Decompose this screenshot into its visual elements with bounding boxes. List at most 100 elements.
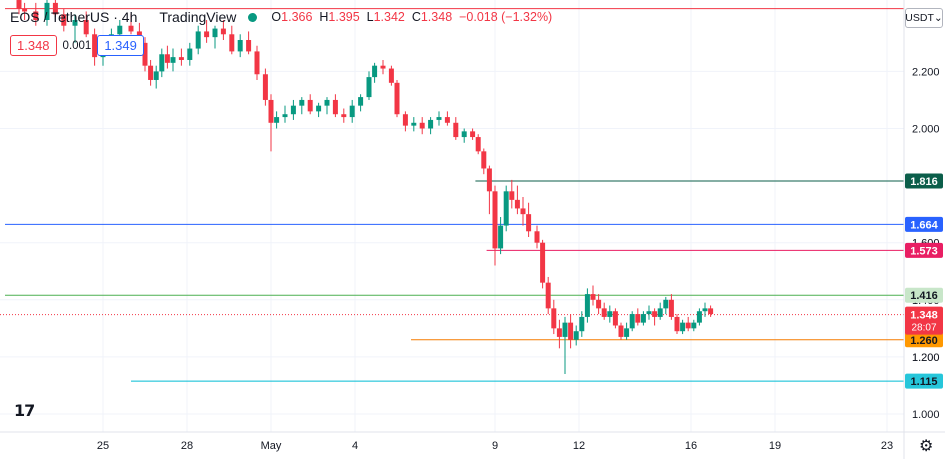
level-label: 1.115 <box>911 376 938 388</box>
candle-body <box>92 34 98 58</box>
candle-body <box>708 308 714 315</box>
candle-body <box>254 51 260 75</box>
tradingview-brand: TradingView <box>159 9 237 25</box>
candle-body <box>534 231 540 243</box>
candle-body <box>514 199 520 209</box>
time-tick-label: 9 <box>492 440 498 452</box>
candle-body <box>520 208 526 215</box>
candle-body <box>696 311 702 323</box>
candle-body <box>498 225 504 249</box>
candle-body <box>509 191 515 200</box>
candle-body <box>652 311 658 317</box>
candle-body <box>159 54 165 72</box>
gear-icon[interactable]: ⚙ <box>919 438 934 455</box>
candle-body <box>481 151 487 169</box>
candle-body <box>52 2 58 15</box>
high-value: 1.395 <box>328 10 360 24</box>
candle-body <box>685 322 691 329</box>
candle-body <box>372 65 378 78</box>
price-tick-label: 2.200 <box>912 66 940 78</box>
candle-body <box>526 214 532 232</box>
candle-body <box>274 117 280 123</box>
candle-body <box>624 328 630 337</box>
price-tick-label: 1.200 <box>912 352 940 364</box>
low-value: 1.342 <box>373 10 405 24</box>
candle-body <box>419 122 425 129</box>
candle-body <box>612 311 618 326</box>
candle-body <box>170 57 176 63</box>
ohlc-values: O1.366 H1.395 L1.342 C1.348 −0.018 (−1.3… <box>271 10 553 24</box>
candle-body <box>83 20 89 35</box>
buy-sell-panel: 1.348 0.001 1.349 <box>10 35 144 56</box>
candle-body <box>212 28 218 38</box>
candle-body <box>503 191 509 226</box>
last-price-label-bg <box>905 306 943 335</box>
candle-body <box>601 308 607 317</box>
candle-body <box>388 68 394 83</box>
level-label: 1.664 <box>910 219 938 231</box>
candle-body <box>486 168 492 192</box>
candle-body <box>142 42 148 66</box>
candle-body <box>461 131 467 138</box>
level-label-bg <box>905 287 943 303</box>
candle-body <box>128 25 134 32</box>
candle-body <box>475 137 481 152</box>
tradingview-logo-icon[interactable]: 17 <box>14 401 35 420</box>
chevron-down-icon: ⌄ <box>933 12 943 24</box>
candle-body <box>607 311 613 317</box>
candle-body <box>164 54 170 63</box>
candle-body <box>22 8 28 12</box>
countdown-label: 28:07 <box>911 323 936 334</box>
currency-dropdown[interactable]: USDT ⌄ <box>905 8 943 28</box>
candle-body <box>153 71 159 80</box>
candle-body <box>366 77 372 98</box>
candle-body <box>282 114 288 118</box>
level-label-bg <box>905 173 943 189</box>
candle-body <box>290 105 296 115</box>
candle-body <box>307 99 313 112</box>
symbol-title[interactable]: EOS / TetherUS · 4h <box>10 9 138 25</box>
level-label: 1.416 <box>910 290 938 302</box>
time-tick-label: 19 <box>769 440 781 452</box>
sell-button[interactable]: 1.348 <box>10 35 57 56</box>
candle-body <box>551 308 557 329</box>
candle-body <box>470 131 476 138</box>
candle-body <box>299 99 305 106</box>
time-axis[interactable]: 25 28 May 4 9 12 16 19 23 <box>97 440 893 452</box>
candle-body <box>428 119 434 129</box>
price-tick-label: 1.200 <box>912 352 940 364</box>
candle-body <box>268 99 274 123</box>
time-tick-label: May <box>261 440 282 452</box>
candle-body <box>246 39 252 52</box>
level-label: 1.573 <box>910 245 938 257</box>
candle-body <box>411 122 417 126</box>
candle-body <box>691 322 697 329</box>
candle-body <box>341 114 347 118</box>
price-tick-label: 1.000 <box>912 409 940 421</box>
level-label-bg <box>905 216 943 232</box>
candle-body <box>229 34 235 52</box>
level-label: 1.260 <box>910 335 938 347</box>
buy-button[interactable]: 1.349 <box>97 35 144 56</box>
candle-body <box>663 299 669 309</box>
candle-body <box>590 294 596 300</box>
candle-body <box>187 48 193 60</box>
close-value: 1.348 <box>420 10 453 24</box>
candle-body <box>618 325 624 337</box>
time-tick-label: 28 <box>181 440 193 452</box>
candle-body <box>195 31 201 49</box>
candle-body <box>72 20 78 26</box>
candle-body <box>680 322 686 332</box>
candle-body <box>579 316 585 332</box>
candle-body <box>16 0 22 9</box>
horizontal-levels[interactable] <box>0 8 904 382</box>
candle-body <box>237 39 243 52</box>
candle-body <box>674 316 680 332</box>
candle-body <box>380 65 386 69</box>
candle-body <box>568 322 574 340</box>
candle-body <box>394 82 400 115</box>
candle-body <box>178 57 184 60</box>
level-label-bg <box>905 242 943 258</box>
